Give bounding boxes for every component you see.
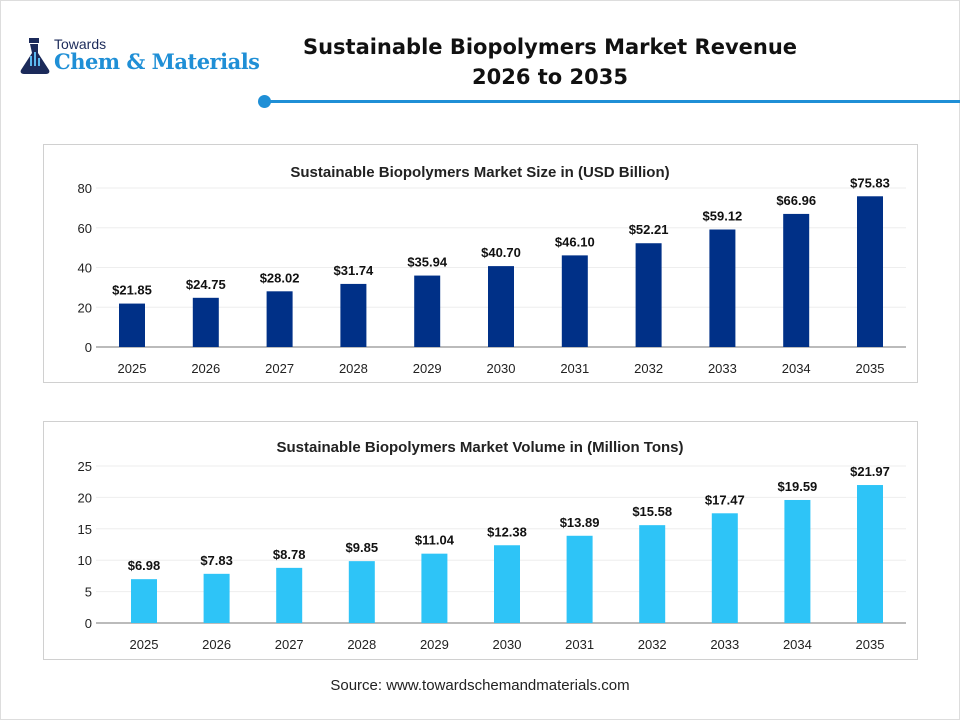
y-tick-label: 0 (85, 616, 92, 631)
data-label: $52.21 (629, 222, 669, 237)
data-label: $19.59 (778, 479, 818, 494)
y-tick-label: 5 (85, 585, 92, 600)
x-tick-label: 2033 (710, 637, 739, 652)
y-tick-label: 10 (78, 553, 92, 568)
x-tick-label: 2027 (275, 637, 304, 652)
chart-panel-volume: Sustainable Biopolymers Market Volume in… (43, 421, 918, 660)
x-tick-label: 2029 (413, 361, 442, 376)
bar (783, 213, 810, 347)
data-label: $21.97 (850, 464, 890, 479)
x-tick-label: 2033 (708, 361, 737, 376)
bar (348, 561, 375, 623)
x-tick-label: 2028 (339, 361, 368, 376)
bar (421, 553, 448, 623)
y-tick-label: 15 (78, 522, 92, 537)
data-label: $9.85 (346, 540, 379, 555)
y-tick-label: 0 (85, 340, 92, 355)
bar (784, 499, 811, 623)
data-label: $59.12 (703, 208, 743, 223)
data-label: $13.89 (560, 515, 600, 530)
x-tick-label: 2026 (191, 361, 220, 376)
y-tick-label: 60 (78, 221, 92, 236)
bar (709, 229, 736, 347)
bar (276, 567, 303, 623)
data-label: $66.96 (776, 193, 816, 208)
bar (131, 579, 157, 623)
x-tick-label: 2034 (782, 361, 811, 376)
logo-top-text: Towards (54, 36, 107, 52)
x-tick-label: 2031 (565, 637, 594, 652)
data-label: $8.78 (273, 547, 306, 562)
data-label: $40.70 (481, 245, 521, 260)
x-tick-label: 2025 (118, 361, 147, 376)
data-label: $28.02 (260, 270, 300, 285)
y-tick-label: 20 (78, 490, 92, 505)
bar (266, 291, 293, 347)
data-label: $46.10 (555, 234, 595, 249)
bar (711, 513, 738, 623)
data-label: $35.94 (407, 255, 448, 270)
bar (488, 266, 514, 347)
chart-title: Sustainable Biopolymers Market Volume in… (277, 439, 684, 456)
data-label: $21.85 (112, 283, 152, 298)
x-tick-label: 2032 (638, 637, 667, 652)
bar (566, 535, 593, 623)
x-tick-label: 2027 (265, 361, 294, 376)
x-tick-label: 2029 (420, 637, 449, 652)
chart-title: Sustainable Biopolymers Market Size in (… (290, 164, 669, 181)
x-tick-label: 2025 (130, 637, 159, 652)
data-label: $17.47 (705, 492, 745, 507)
x-tick-label: 2030 (493, 637, 522, 652)
title-rule (265, 100, 960, 103)
x-tick-label: 2035 (856, 361, 885, 376)
bar (414, 275, 441, 347)
y-tick-label: 80 (78, 181, 92, 196)
bar (192, 297, 219, 347)
bar (635, 243, 662, 347)
bar (857, 196, 883, 347)
x-tick-label: 2035 (856, 637, 885, 652)
flask-icon (20, 38, 50, 74)
title-line-1: Sustainable Biopolymers Market Revenue (302, 35, 798, 59)
logo-main-text: Chem & Materials (54, 49, 260, 74)
data-label: $6.98 (128, 558, 161, 573)
title-line-2: 2026 to 2035 (472, 65, 628, 89)
x-tick-label: 2031 (560, 361, 589, 376)
x-tick-label: 2032 (634, 361, 663, 376)
data-label: $12.38 (487, 524, 527, 539)
revenue-chart: Sustainable Biopolymers Market Size in (… (78, 164, 906, 376)
bar (857, 485, 883, 623)
bar (494, 545, 520, 623)
bar (119, 303, 145, 347)
x-tick-label: 2030 (487, 361, 516, 376)
x-tick-label: 2026 (202, 637, 231, 652)
chart-panel-revenue: Sustainable Biopolymers Market Size in (… (43, 144, 918, 383)
bar (203, 573, 230, 623)
volume-chart: Sustainable Biopolymers Market Volume in… (78, 439, 906, 652)
x-tick-label: 2028 (347, 637, 376, 652)
data-label: $11.04 (415, 533, 455, 548)
x-tick-label: 2034 (783, 637, 812, 652)
data-label: $75.83 (850, 175, 890, 190)
bar (639, 525, 666, 623)
rule-dot (258, 95, 271, 108)
data-label: $7.83 (200, 553, 233, 568)
data-label: $24.75 (186, 277, 226, 292)
source-text: Source: www.towardschemandmaterials.com (330, 677, 630, 694)
data-label: $31.74 (334, 263, 375, 278)
bar (561, 255, 588, 347)
page-title: Sustainable Biopolymers Market Revenue 2… (300, 32, 800, 92)
y-tick-label: 40 (78, 261, 92, 276)
bar (340, 283, 367, 347)
data-label: $15.58 (632, 504, 672, 519)
y-tick-label: 20 (78, 300, 92, 315)
y-tick-label: 25 (78, 459, 92, 474)
